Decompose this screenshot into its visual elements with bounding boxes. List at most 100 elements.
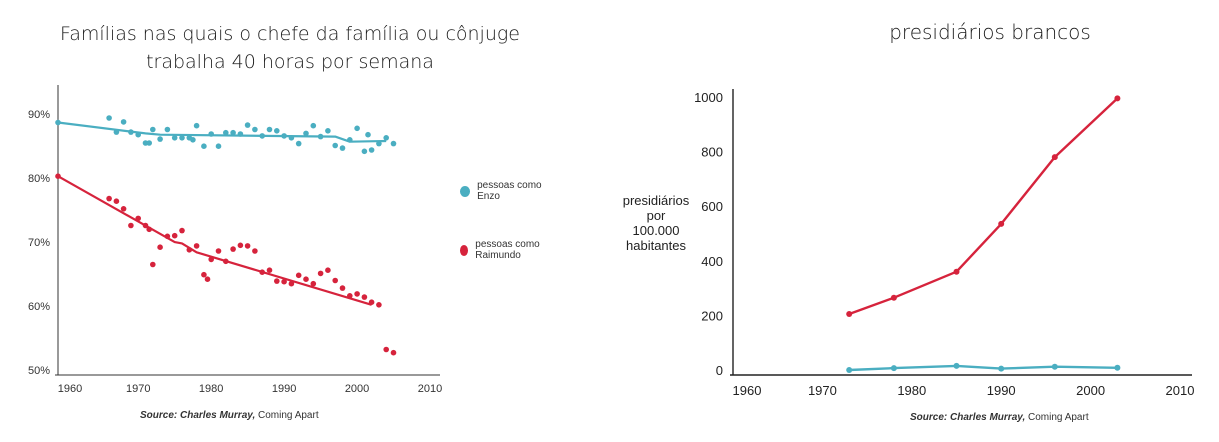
left-y-tick-label: 90% [28,109,50,121]
left-chart-panel: Famílias nas quais o chefe da família ou… [0,0,560,442]
right-x-tick-label: 2010 [1166,383,1195,398]
data-point-enzo [390,140,397,147]
data-point-enzo [274,128,280,134]
left-source-note: Source: Charles Murray, Coming Apart [140,410,480,421]
data-point-enzo [325,128,331,134]
series-point-red [890,294,897,301]
right-y-tick-label: 1000 [694,90,723,105]
data-point-raimundo [390,349,397,356]
data-point-enzo [150,126,156,133]
data-point-raimundo [237,242,244,249]
data-point-raimundo [347,293,353,299]
data-point-raimundo [135,215,141,222]
data-point-enzo [252,126,258,133]
right-source-book: Coming Apart [1028,412,1089,423]
data-point-raimundo [354,291,360,297]
data-point-raimundo [266,267,273,274]
trend-line-enzo [57,121,387,143]
right-x-tick-label: 1970 [808,383,837,398]
data-point-raimundo [339,285,346,291]
data-point-enzo [339,145,346,151]
data-point-enzo [317,133,324,140]
series-line-blue [849,364,1118,372]
left-y-tick-label: 70% [28,237,50,249]
data-point-raimundo [274,278,280,284]
data-point-raimundo [383,346,390,353]
left-title-line-1: Famílias nas quais o chefe da família ou… [60,23,520,45]
data-point-raimundo [146,226,152,233]
data-point-enzo [146,140,152,146]
series-point-red [1114,95,1121,102]
left-x-tick-label: 1970 [126,383,150,395]
data-point-enzo [310,122,317,129]
series-point-blue [1114,364,1121,371]
data-point-enzo [171,135,178,141]
data-point-enzo [365,131,371,138]
left-y-tick-label: 50% [28,365,50,377]
data-point-raimundo [55,173,61,179]
series-point-red [846,311,853,317]
data-point-enzo [190,137,196,143]
data-point-raimundo [376,302,382,308]
right-ylabel-line-2: por [646,208,666,223]
data-point-enzo [201,143,207,149]
data-point-raimundo [325,267,331,274]
right-x-tick-label: 1960 [733,383,762,398]
series-point-red [953,268,960,275]
data-point-enzo [106,115,112,121]
data-point-raimundo [281,278,287,285]
data-point-enzo [193,122,200,129]
data-point-enzo [179,135,185,141]
left-x-tick-label: 1960 [58,383,82,395]
data-point-raimundo [295,272,302,279]
data-point-raimundo [171,232,178,239]
data-point-enzo [332,142,339,149]
series-point-blue [953,362,960,369]
legend-item-enzo: pessoas como Enzo [460,180,560,202]
data-point-enzo [361,148,368,155]
right-ylabel-line-4: habitantes [626,238,686,253]
data-point-raimundo [252,248,258,254]
data-point-raimundo [259,269,266,276]
series-point-red [998,220,1005,227]
data-point-raimundo [230,246,236,252]
data-point-enzo [237,131,244,137]
right-x-tick-label: 1990 [987,383,1016,398]
left-x-tick-label: 1990 [272,383,296,395]
data-point-enzo [223,129,229,136]
right-chart-title: presidiários brancos [889,20,1091,44]
right-y-tick-label: 400 [701,254,723,269]
data-point-enzo [55,119,61,126]
data-point-enzo [120,119,127,125]
series-point-blue [846,367,853,373]
data-point-enzo [157,136,163,142]
right-source-note: Source: Charles Murray, Coming Apart [910,412,1210,423]
legend-dot-raimundo [460,244,469,256]
right-y-tick-label: 600 [701,199,723,214]
data-point-raimundo [128,222,134,229]
data-point-enzo [347,137,353,143]
data-point-raimundo [361,294,368,300]
left-x-tick-label: 2010 [418,383,442,395]
left-y-tick-label: 60% [28,301,50,313]
data-point-raimundo [332,277,339,284]
data-point-enzo [376,140,382,147]
series-point-red [1051,154,1058,161]
data-point-raimundo [193,243,200,249]
data-point-enzo [266,126,273,133]
left-x-tick-label: 1980 [199,383,223,395]
right-ylabel-line-1: presidiários [622,193,690,208]
data-point-enzo [383,135,390,141]
right-y-tick-label: 800 [701,145,723,160]
data-point-enzo [259,133,266,139]
left-chart-title: Famílias nas quais o chefe da família ou… [60,20,520,76]
data-point-raimundo [150,261,156,268]
left-y-tick-label: 80% [28,173,50,185]
data-point-enzo [135,131,141,138]
data-point-raimundo [317,270,324,277]
right-ylabel-line-3: 100.000 [632,223,680,238]
data-point-enzo [215,143,222,149]
series-point-blue [998,365,1005,372]
data-point-raimundo [157,244,163,250]
data-point-enzo [281,133,287,139]
